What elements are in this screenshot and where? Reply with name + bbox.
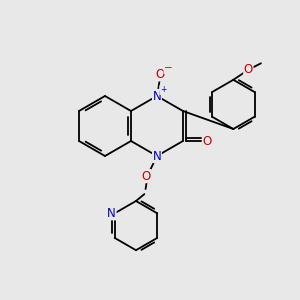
Text: O: O	[155, 68, 165, 81]
Text: O: O	[142, 169, 151, 183]
Text: +: +	[160, 85, 166, 94]
Text: N: N	[107, 207, 116, 220]
Text: N: N	[153, 89, 161, 103]
Text: O: O	[244, 63, 253, 76]
Text: N: N	[153, 149, 161, 163]
Text: O: O	[202, 134, 212, 148]
Text: −: −	[164, 63, 173, 74]
